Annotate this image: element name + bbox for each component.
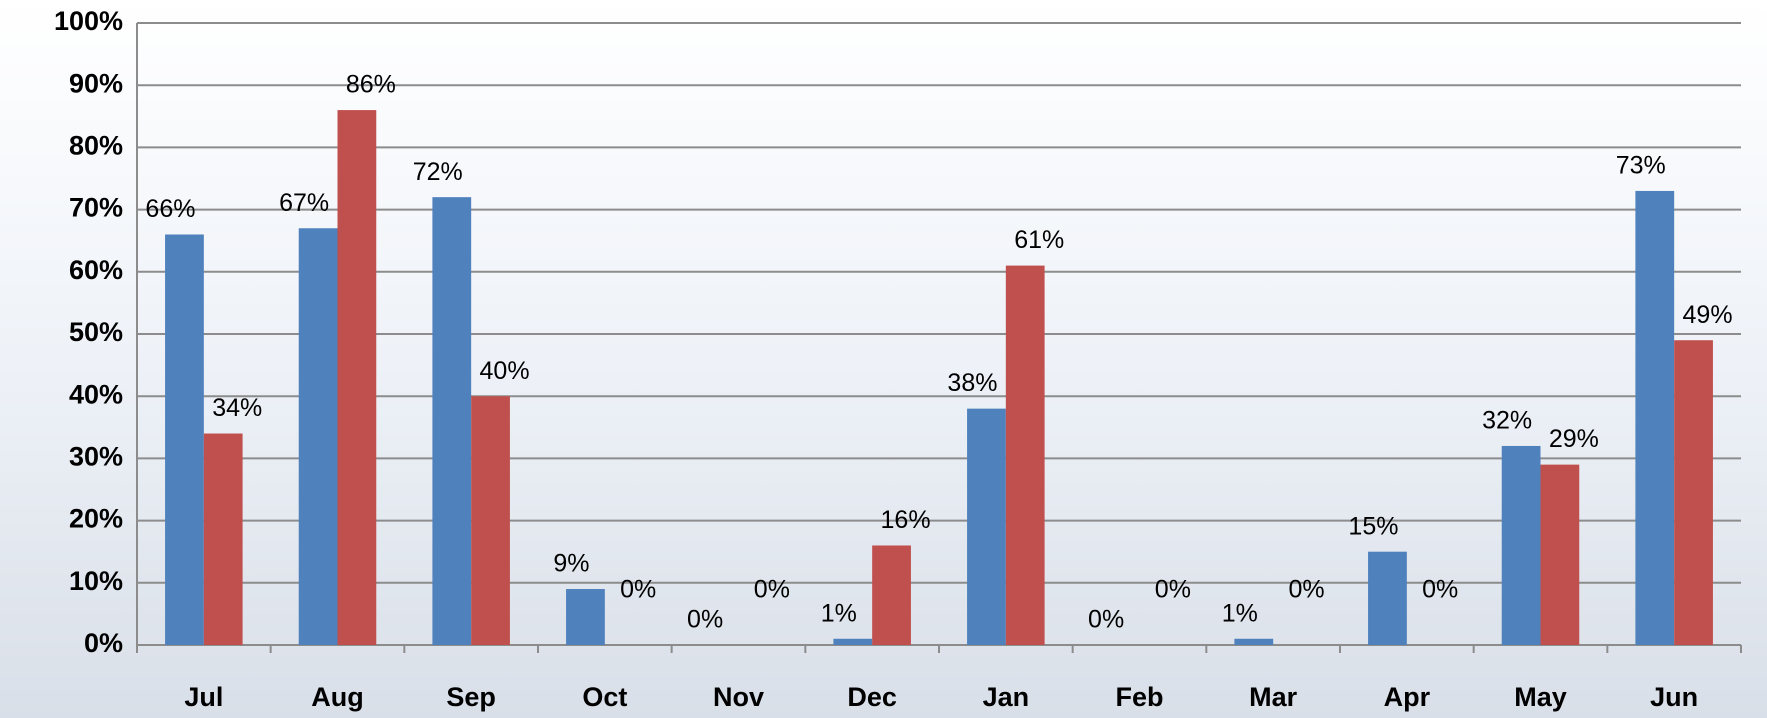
x-tick-label: Oct [582,682,627,712]
bar [872,545,911,645]
bar [967,409,1006,645]
data-label: 16% [881,506,931,534]
data-label: 49% [1683,301,1733,329]
data-label: 73% [1616,152,1666,180]
y-tick-label: 90% [69,68,123,98]
y-tick-label: 30% [69,442,123,472]
x-tick-label: Sep [446,682,496,712]
y-tick-label: 70% [69,193,123,223]
data-label: 0% [1422,576,1458,604]
data-label: 0% [1288,576,1324,604]
bar [833,639,872,645]
bar [1635,191,1674,645]
data-label: 0% [754,576,790,604]
data-label: 61% [1014,226,1064,254]
x-tick-label: Feb [1115,682,1163,712]
data-label: 66% [145,195,195,223]
bar [1368,552,1407,645]
data-label: 40% [480,357,530,385]
x-tick-label: Mar [1249,682,1298,712]
y-tick-label: 10% [69,566,123,596]
data-label: 34% [212,394,262,422]
data-label: 1% [1222,599,1258,627]
x-tick-label: Jan [983,682,1030,712]
x-tick-label: Jun [1650,682,1698,712]
x-tick-label: Nov [713,682,764,712]
bar [204,434,243,645]
bar [165,234,204,645]
data-label: 0% [687,606,723,634]
y-tick-label: 40% [69,379,123,409]
bar [1006,266,1045,645]
y-tick-label: 100% [54,6,123,36]
data-label: 29% [1549,425,1599,453]
x-tick-label: Aug [311,682,363,712]
x-tick-label: Jul [184,682,223,712]
y-tick-label: 50% [69,317,123,347]
bar [1541,465,1580,645]
data-label: 9% [553,550,589,578]
data-label: 0% [620,576,656,604]
x-tick-label: Apr [1384,682,1431,712]
bar [432,197,471,645]
y-tick-label: 0% [84,628,123,658]
chart: 0% 10% 20% 30% 40% 50% 60% 70% 80% 90% 100% Jul 66% 3… [0,0,1767,718]
bar [1502,446,1541,645]
bar [1234,639,1273,645]
bar [1674,340,1713,645]
data-label: 0% [1155,576,1191,604]
data-label: 38% [947,369,997,397]
bar [566,589,605,645]
bar [299,228,338,645]
data-label: 1% [821,599,857,627]
data-label: 15% [1348,512,1398,540]
y-tick-label: 60% [69,255,123,285]
y-tick-label: 80% [69,131,123,161]
data-label: 86% [346,71,396,99]
data-label: 67% [279,189,329,217]
x-tick-label: Dec [847,682,897,712]
data-label: 32% [1482,407,1532,435]
bar [471,396,510,645]
bar [338,110,377,645]
data-label: 72% [413,158,463,186]
x-tick-label: May [1514,682,1567,712]
data-label: 0% [1088,606,1124,634]
y-tick-label: 20% [69,504,123,534]
